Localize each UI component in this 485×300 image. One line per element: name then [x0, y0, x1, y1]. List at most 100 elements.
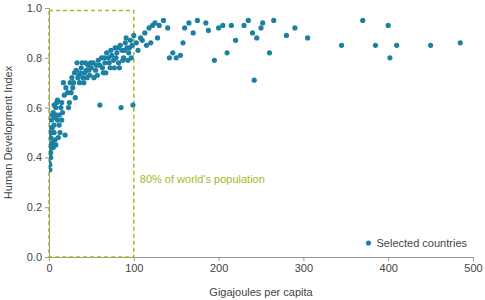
- point: [59, 117, 64, 122]
- y-tick-label: 0.2: [27, 201, 42, 213]
- point: [94, 63, 99, 68]
- point: [129, 55, 134, 60]
- y-tick: 0.2: [27, 201, 49, 213]
- point: [373, 43, 378, 48]
- point: [63, 85, 68, 90]
- point: [165, 25, 170, 30]
- point: [167, 55, 172, 60]
- point: [252, 78, 257, 83]
- point: [394, 43, 399, 48]
- y-tick: 0.6: [27, 102, 49, 114]
- point: [180, 40, 185, 45]
- x-tick: 100: [125, 257, 143, 274]
- point: [97, 103, 102, 108]
- point: [271, 18, 276, 23]
- y-tick-label: 0.8: [27, 52, 42, 64]
- point: [360, 18, 365, 23]
- point: [49, 150, 52, 155]
- point: [191, 30, 196, 35]
- point: [123, 40, 128, 45]
- x-tick-label: 300: [295, 262, 313, 274]
- x-axis: 0 100 200 300 400 500: [46, 257, 482, 274]
- point: [57, 122, 62, 127]
- point: [117, 65, 122, 70]
- point: [86, 68, 91, 73]
- point: [203, 20, 208, 25]
- point: [124, 35, 129, 40]
- point: [49, 130, 53, 135]
- point: [70, 85, 75, 90]
- y-tick-label: 0.6: [27, 102, 42, 114]
- point: [113, 55, 118, 60]
- point: [233, 38, 238, 43]
- point: [386, 23, 391, 28]
- point: [63, 132, 68, 137]
- point: [170, 50, 175, 55]
- y-tick: 0.0: [27, 251, 49, 263]
- point: [95, 73, 100, 78]
- point: [250, 30, 255, 35]
- point: [52, 137, 57, 142]
- point: [305, 35, 310, 40]
- point: [60, 110, 65, 115]
- point: [246, 18, 251, 23]
- point: [220, 23, 225, 28]
- x-tick-label: 100: [125, 262, 143, 274]
- y-tick-mark: [45, 8, 49, 9]
- legend-label: Selected countries: [377, 237, 468, 249]
- x-tick-label: 200: [210, 262, 228, 274]
- point: [458, 40, 463, 45]
- point: [85, 75, 90, 80]
- points: [49, 18, 463, 173]
- point: [122, 48, 127, 53]
- point: [103, 70, 108, 75]
- point: [339, 43, 344, 48]
- point: [120, 58, 125, 63]
- x-axis-title: Gigajoules per capita: [209, 286, 313, 298]
- point: [73, 95, 78, 100]
- x-tick-mark: [473, 257, 474, 261]
- point: [49, 155, 53, 160]
- point: [144, 43, 149, 48]
- point: [49, 160, 52, 165]
- point: [51, 103, 56, 108]
- point: [49, 167, 52, 172]
- point: [135, 48, 140, 53]
- point: [155, 35, 160, 40]
- point: [67, 100, 72, 105]
- point: [81, 80, 86, 85]
- point: [55, 98, 60, 103]
- x-tick: 400: [380, 257, 398, 274]
- point: [66, 105, 71, 110]
- point: [71, 80, 76, 85]
- point: [387, 55, 392, 60]
- point: [102, 55, 107, 60]
- point: [254, 35, 259, 40]
- x-tick: 300: [295, 257, 313, 274]
- point: [61, 80, 66, 85]
- x-tick: 0: [46, 257, 52, 274]
- y-tick: 0.4: [27, 151, 49, 163]
- point: [241, 23, 246, 28]
- y-tick: 1.0: [27, 2, 49, 14]
- point: [157, 23, 162, 28]
- point: [51, 145, 56, 150]
- point: [161, 18, 166, 23]
- point: [115, 45, 120, 50]
- point: [74, 60, 79, 65]
- x-tick-label: 500: [464, 262, 482, 274]
- point: [58, 105, 63, 110]
- point: [54, 112, 59, 117]
- point: [428, 43, 433, 48]
- point: [78, 70, 83, 75]
- point: [224, 50, 229, 55]
- x-tick-mark: [388, 257, 389, 261]
- point: [142, 30, 147, 35]
- y-tick-label: 1.0: [27, 2, 42, 14]
- point: [206, 28, 211, 33]
- point: [107, 60, 112, 65]
- annotation-box: [49, 10, 134, 257]
- point: [229, 23, 234, 28]
- point: [127, 45, 132, 50]
- point: [118, 105, 123, 110]
